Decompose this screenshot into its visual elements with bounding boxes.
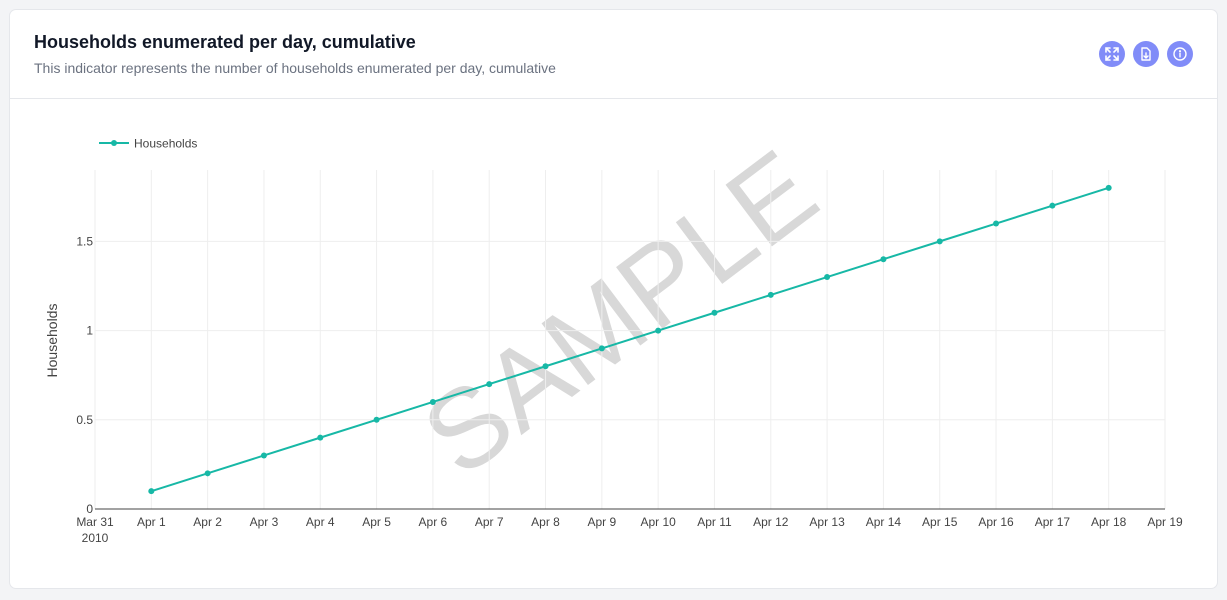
data-point [655,327,662,334]
x-tick-label: Apr 19 [1147,515,1183,529]
x-tick-label: Apr 2 [193,515,222,529]
data-point [429,398,436,405]
x-tick-label: Apr 16 [978,515,1014,529]
data-point [880,256,887,263]
chart-subtitle: This indicator represents the number of … [34,60,556,76]
data-point [148,488,155,495]
export-icon [1141,47,1151,61]
info-button[interactable] [1167,41,1193,67]
y-tick-label: 1.5 [76,234,93,248]
y-tick-label: 0.5 [76,413,93,427]
x-tick-label: Apr 18 [1091,515,1127,529]
info-icon [1173,47,1187,61]
x-tick-label: Apr 6 [419,515,448,529]
y-tick-label: 1 [86,324,93,338]
x-tick-label: Apr 15 [922,515,958,529]
x-tick-label: Mar 31 2010 [76,515,114,545]
data-point [542,363,549,370]
data-point [260,452,267,459]
data-point [1049,202,1056,209]
expand-button[interactable] [1099,41,1125,67]
x-tick-label: Apr 3 [250,515,279,529]
data-point [993,220,1000,227]
chart-card: Households enumerated per day, cumulativ… [10,10,1217,588]
legend-label: Households [134,137,197,151]
x-tick-label: Apr 7 [475,515,504,529]
x-tick-label: Apr 9 [587,515,616,529]
data-point [767,291,774,298]
y-axis-title: Households [44,304,60,378]
chart-actions [1099,41,1193,67]
expand-icon [1105,47,1119,61]
data-point [1105,184,1112,191]
data-point [373,416,380,423]
x-tick-label: Apr 17 [1035,515,1071,529]
y-tick-label: 0 [86,502,93,516]
data-point [204,470,211,477]
data-point [711,309,718,316]
x-tick-label: Apr 8 [531,515,560,529]
data-point [317,434,324,441]
x-tick-label: Apr 13 [809,515,845,529]
data-point [598,345,605,352]
card-header: Households enumerated per day, cumulativ… [10,10,1217,99]
legend-marker [111,140,117,146]
x-tick-label: Apr 14 [866,515,902,529]
sample-watermark: SAMPLE [401,126,839,499]
export-button[interactable] [1133,41,1159,67]
chart-title: Households enumerated per day, cumulativ… [34,32,416,52]
x-tick-label: Apr 5 [362,515,391,529]
x-tick-label: Apr 11 [697,515,732,529]
series-line [151,186,1109,493]
x-tick-label: Apr 4 [306,515,335,529]
data-point [824,274,831,281]
x-tick-label: Apr 1 [137,515,166,529]
data-point [486,381,493,388]
x-tick-label: Apr 12 [753,515,789,529]
x-tick-label: Apr 10 [640,515,676,529]
data-point [936,238,943,245]
